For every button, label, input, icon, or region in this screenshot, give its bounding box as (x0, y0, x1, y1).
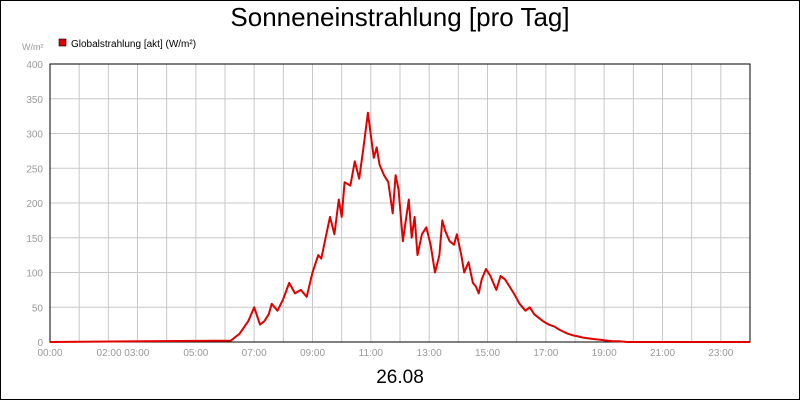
x-tick-label: 19:00 (592, 348, 617, 359)
x-tick-label: 15:00 (475, 348, 500, 359)
x-tick-label: 21:00 (650, 348, 675, 359)
y-tick-label: 400 (26, 60, 43, 71)
y-tick-label: 350 (26, 95, 43, 106)
x-tick-label: 02:00 03:00 (97, 348, 150, 359)
x-tick-label: 09:00 (300, 348, 325, 359)
chart-title: Sonneneinstrahlung [pro Tag] (230, 2, 570, 32)
y-tick-label: 200 (26, 199, 43, 210)
series-line-globalstrahlung (49, 111, 750, 343)
plot-area-border (49, 63, 751, 343)
legend-label: Globalstrahlung [akt] (W/m²) (71, 39, 196, 50)
x-tick-label: 00:00 (37, 348, 62, 359)
y-tick-label: 250 (26, 164, 43, 175)
grid-lines (50, 64, 750, 342)
legend: Globalstrahlung [akt] (W/m²) (58, 38, 196, 50)
x-tick-label: 07:00 (242, 348, 267, 359)
x-tick-label: 23:00 (708, 348, 733, 359)
y-tick-label: 300 (26, 130, 43, 141)
x-tick-labels: 00:00 02:00 03:00 05:00 07:00 09:00 11:00 13:0… (37, 348, 733, 359)
y-tick-label: 0 (37, 338, 43, 349)
x-tick-label: 13:00 (417, 348, 442, 359)
y-tick-labels: 0 50 100 150 200 250 300 350 400 (26, 60, 43, 349)
y-tick-label: 150 (26, 234, 43, 245)
x-tick-label: 17:00 (533, 348, 558, 359)
y-tick-label: 100 (26, 269, 43, 280)
legend-swatch (58, 38, 67, 47)
x-tick-label: 05:00 (183, 348, 208, 359)
y-axis-unit: W/m² (22, 42, 44, 52)
x-tick-label: 11:00 (359, 348, 384, 359)
x-axis-date-label: 26.08 (376, 367, 424, 388)
y-tick-label: 50 (32, 303, 44, 314)
